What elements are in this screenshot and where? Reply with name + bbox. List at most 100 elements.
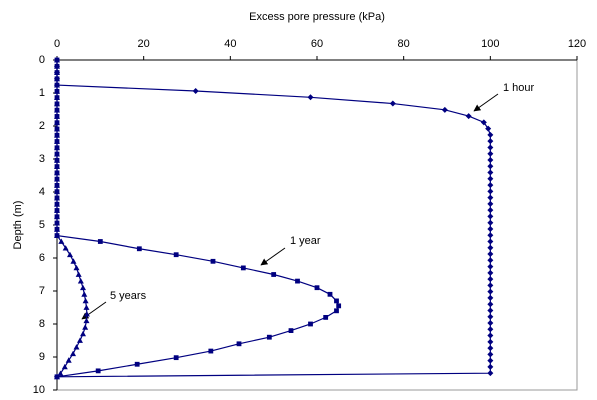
data-point <box>54 75 60 82</box>
data-point <box>487 326 494 333</box>
series-line <box>56 60 491 378</box>
data-point <box>61 363 68 370</box>
data-point <box>54 163 60 169</box>
series-annotation: 1 year <box>290 235 321 247</box>
data-point <box>76 337 83 343</box>
data-point <box>487 276 494 283</box>
data-point <box>95 368 101 374</box>
data-point <box>54 194 60 201</box>
data-point <box>487 363 494 370</box>
data-point <box>487 269 494 276</box>
x-tick-label: 80 <box>398 38 410 50</box>
data-point <box>487 200 494 207</box>
data-point <box>77 278 84 284</box>
annotation-arrow <box>260 247 286 266</box>
data-point <box>487 150 494 157</box>
data-point <box>54 119 60 126</box>
data-point <box>54 232 60 238</box>
data-point <box>83 311 90 317</box>
data-point <box>81 291 88 297</box>
data-point <box>75 271 82 277</box>
data-point <box>82 297 89 304</box>
x-tick-label: 40 <box>224 38 236 50</box>
data-point <box>266 334 272 340</box>
y-tick-label: 7 <box>39 285 45 297</box>
data-point <box>487 163 494 170</box>
data-point <box>136 246 142 252</box>
y-tick-label: 0 <box>39 54 45 66</box>
data-point <box>487 175 494 182</box>
data-point <box>487 338 494 345</box>
x-tick-label: 0 <box>54 38 60 50</box>
data-point <box>54 226 60 232</box>
data-point <box>314 285 320 291</box>
data-point <box>336 303 342 309</box>
data-point <box>240 265 246 271</box>
data-point <box>389 100 396 107</box>
data-point <box>62 245 69 251</box>
data-point <box>487 188 494 195</box>
data-point <box>54 157 60 163</box>
data-point <box>487 313 494 320</box>
data-point <box>54 182 60 188</box>
data-point <box>65 357 72 363</box>
data-point <box>487 320 494 327</box>
data-point <box>54 176 60 182</box>
data-point <box>487 351 494 358</box>
data-point <box>487 182 494 189</box>
data-point <box>288 328 294 333</box>
y-tick-label: 6 <box>39 252 45 264</box>
data-point <box>54 201 60 207</box>
data-point <box>54 113 60 119</box>
data-point <box>70 258 77 264</box>
data-point <box>487 301 494 308</box>
data-point <box>54 207 60 213</box>
data-point <box>173 355 179 361</box>
data-point <box>54 220 60 226</box>
data-point <box>54 151 60 157</box>
data-point <box>327 291 333 297</box>
data-point <box>80 330 86 337</box>
data-point <box>487 263 494 270</box>
data-point <box>67 251 73 258</box>
data-point <box>487 219 494 226</box>
data-point <box>54 169 60 176</box>
data-point <box>236 341 242 347</box>
data-point <box>480 119 487 126</box>
data-point <box>441 106 448 113</box>
annotation-arrow <box>473 93 499 112</box>
x-axis-label: Excess pore pressure (kPa) <box>249 11 385 23</box>
data-point <box>487 238 494 245</box>
y-tick-label: 2 <box>39 120 45 132</box>
data-point <box>487 357 494 364</box>
data-point <box>487 156 494 163</box>
data-point <box>54 82 60 88</box>
y-tick-label: 10 <box>33 384 45 396</box>
data-point <box>487 345 494 352</box>
data-point <box>173 252 179 258</box>
data-point <box>82 324 89 330</box>
x-tick-label: 20 <box>138 38 150 50</box>
data-point <box>73 344 80 350</box>
data-point <box>83 317 90 324</box>
data-point <box>58 238 65 244</box>
data-point <box>54 57 60 63</box>
data-point <box>487 251 494 258</box>
data-point <box>54 125 60 132</box>
series-annotation: 1 hour <box>503 82 535 94</box>
data-point <box>487 244 494 251</box>
data-point <box>54 144 60 151</box>
data-point <box>487 307 494 314</box>
data-point <box>83 304 90 310</box>
x-tick-label: 100 <box>481 38 499 50</box>
series-annotation: 5 years <box>110 290 147 302</box>
data-point <box>487 225 494 232</box>
data-point <box>334 308 339 314</box>
y-tick-label: 3 <box>39 153 45 165</box>
data-point <box>54 69 60 75</box>
data-point <box>487 207 494 214</box>
data-point <box>487 213 494 220</box>
data-point <box>80 284 86 291</box>
data-point <box>487 169 494 176</box>
